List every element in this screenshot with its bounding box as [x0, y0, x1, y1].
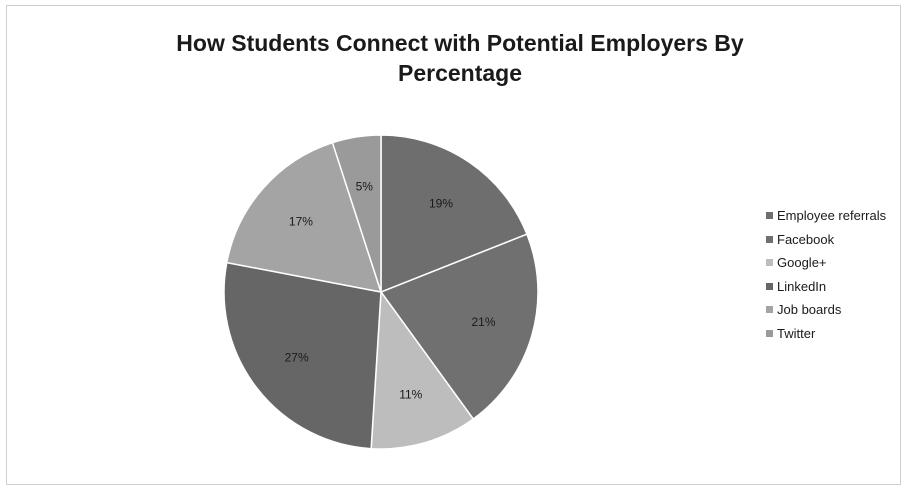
pie-slice-twitter: [331, 134, 382, 293]
data-label-linkedin: 27%: [285, 350, 309, 364]
legend-label: Facebook: [777, 231, 835, 247]
pie-slice-linkedin: [223, 261, 382, 450]
legend-label: Google+: [777, 255, 827, 271]
pie-slice-facebook: [379, 233, 539, 421]
legend-label: Twitter: [777, 325, 816, 341]
data-label-job-boards: 17%: [289, 214, 313, 228]
legend-label: Employee referrals: [777, 208, 887, 224]
legend-swatch: [766, 282, 773, 290]
legend-label: LinkedIn: [777, 278, 827, 294]
legend-item-linkedin: LinkedIn: [766, 275, 886, 299]
chart-title-line-1: How Students Connect with Potential Empl…: [176, 30, 744, 56]
legend-swatch: [766, 329, 773, 337]
legend-swatch: [766, 259, 773, 267]
legend-item-job-boards: Job boards: [766, 298, 886, 322]
legend-swatch: [766, 235, 773, 243]
legend-swatch: [766, 306, 773, 314]
chart-title-line-2: Percentage: [397, 60, 522, 86]
legend-item-facebook: Facebook: [766, 228, 886, 252]
data-label-twitter: 5%: [356, 180, 374, 194]
data-label-google-: 11%: [399, 388, 422, 402]
legend-item-google-: Google+: [766, 251, 886, 275]
data-label-employee-referrals: 19%: [429, 197, 453, 211]
chart-title: How Students Connect with Potential Empl…: [120, 28, 800, 88]
pie-slice-google-: [370, 289, 475, 450]
legend-item-twitter: Twitter: [766, 322, 886, 346]
pie-slice-job-boards: [225, 141, 383, 293]
data-label-facebook: 21%: [472, 315, 496, 329]
legend-item-employee-referrals: Employee referrals: [766, 204, 886, 228]
legend-label: Job boards: [777, 302, 842, 318]
legend-swatch: [766, 212, 773, 220]
chart-legend: Employee referrals Facebook Google+ LinkedI…: [766, 204, 886, 345]
pie-slice-employee-referrals: [380, 134, 528, 294]
